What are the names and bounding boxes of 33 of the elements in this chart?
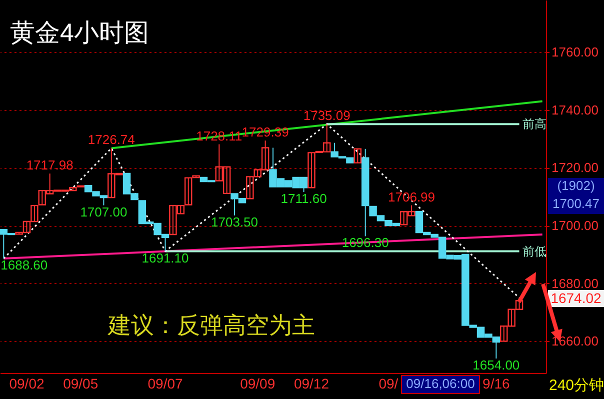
y-tick-label: 1760.00: [552, 44, 598, 60]
series-label: 前高: [522, 117, 546, 132]
text: (1902): [548, 178, 604, 196]
x-tick-label: 09/09: [240, 376, 276, 392]
y-tick-label: 1740.00: [552, 102, 598, 118]
text: 1674.02: [548, 290, 604, 307]
candlestick: [354, 148, 362, 164]
annotation: 1735.09: [303, 108, 350, 124]
annotation: 1717.98: [26, 158, 74, 173]
annotation: 1703.50: [211, 214, 258, 230]
annotation: 1706.99: [388, 189, 436, 204]
x-tick-label: 09/: [378, 376, 398, 392]
x-tick-label: 09/12: [294, 376, 330, 392]
text: 1700.47: [548, 196, 604, 214]
annotation: 1726.74: [88, 132, 135, 148]
annotation: 1691.10: [142, 250, 189, 266]
annotation: 1711.60: [280, 190, 327, 206]
y-tick-label: 1660.00: [552, 334, 598, 349]
x-tick-label: 09/05: [63, 376, 98, 392]
annotation: 1654.00: [472, 358, 520, 373]
text: 09/16,06:00: [401, 375, 480, 394]
x-tick-label: 9/16: [482, 376, 510, 392]
x-tick-label: 09/02: [9, 376, 44, 392]
annotation: 1707.00: [80, 204, 128, 220]
x-tick-label: 09/07: [148, 376, 183, 392]
y-tick-label: 1700.00: [552, 218, 598, 234]
annotation: 1688.60: [0, 258, 48, 272]
series-label: 前低: [522, 244, 546, 258]
annotation: 建议：反弹高空为主: [108, 312, 315, 341]
y-tick-label: 1680.00: [552, 276, 598, 291]
text: 黄金4小时图: [10, 18, 149, 49]
text: 240分钟: [549, 376, 604, 395]
y-tick-label: 1720.00: [552, 160, 598, 176]
